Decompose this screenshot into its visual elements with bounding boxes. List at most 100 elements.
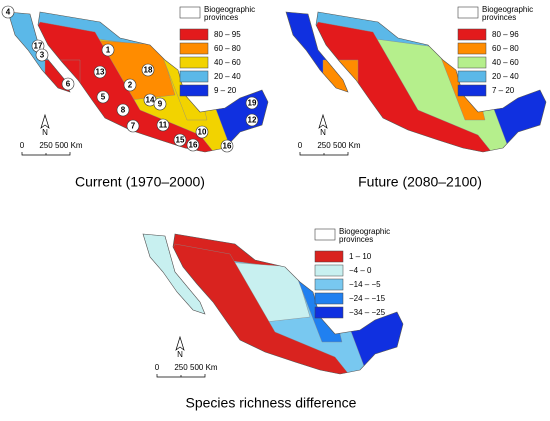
scale-label: 0 bbox=[155, 363, 160, 372]
province-marker bbox=[141, 63, 155, 77]
north-arrow bbox=[175, 335, 185, 351]
legend-label: 80 – 95 bbox=[214, 30, 241, 39]
region bbox=[322, 59, 359, 101]
province-label: 8 bbox=[121, 106, 126, 115]
province-marker bbox=[245, 96, 259, 110]
scale-label: 250 bbox=[174, 363, 188, 372]
province-marker bbox=[101, 43, 115, 57]
scale-label: 0 bbox=[20, 141, 25, 150]
legend-swatch bbox=[179, 84, 209, 97]
province-label: 13 bbox=[96, 68, 105, 77]
north-label: N bbox=[177, 350, 183, 359]
province-marker bbox=[245, 113, 259, 127]
legend-swatch bbox=[179, 28, 209, 41]
legend-swatch bbox=[457, 28, 487, 41]
legend-label: 20 – 40 bbox=[492, 72, 519, 81]
province-marker bbox=[220, 139, 234, 153]
scale-label: 500 Km bbox=[190, 363, 218, 372]
province-label: 15 bbox=[176, 136, 185, 145]
caption: Species richness difference bbox=[186, 395, 357, 411]
legend-title-box bbox=[457, 6, 479, 19]
province-label: 18 bbox=[144, 66, 153, 75]
legend-label: −4 – 0 bbox=[349, 266, 372, 275]
province-label: 17 bbox=[34, 42, 43, 51]
province-label: 2 bbox=[128, 81, 133, 90]
province-label: 5 bbox=[101, 93, 106, 102]
scale-bar bbox=[21, 152, 71, 156]
outline bbox=[142, 233, 404, 375]
scale-bar bbox=[299, 152, 349, 156]
province-marker bbox=[173, 133, 187, 147]
north-label: N bbox=[42, 128, 48, 137]
legend-title: provinces bbox=[339, 235, 373, 244]
legend-swatch bbox=[179, 56, 209, 69]
legend-label: 60 – 80 bbox=[492, 44, 519, 53]
legend-label: −34 – −25 bbox=[349, 308, 386, 317]
province-marker bbox=[126, 119, 140, 133]
legend-label: 20 – 40 bbox=[214, 72, 241, 81]
province-label: 9 bbox=[158, 100, 163, 109]
province-label: 1 bbox=[106, 46, 111, 55]
legend-label: 40 – 60 bbox=[492, 58, 519, 67]
legend-swatch bbox=[314, 278, 344, 291]
legend-label: −14 – −5 bbox=[349, 280, 381, 289]
province-marker bbox=[96, 90, 110, 104]
province-marker bbox=[35, 48, 49, 62]
scale-label: 500 Km bbox=[55, 141, 83, 150]
province-label: 4 bbox=[6, 8, 11, 17]
legend-label: 80 – 96 bbox=[492, 30, 519, 39]
province-label: 3 bbox=[40, 51, 45, 60]
legend-title: Biogeographic bbox=[482, 5, 533, 14]
legend-swatch bbox=[179, 42, 209, 55]
legend-swatch bbox=[179, 70, 209, 83]
province-label: 7 bbox=[131, 122, 136, 131]
legend-label: 60 – 80 bbox=[214, 44, 241, 53]
province-marker bbox=[186, 138, 200, 152]
legend-swatch bbox=[314, 306, 344, 319]
legend-label: 9 – 20 bbox=[214, 86, 237, 95]
province-marker bbox=[156, 118, 170, 132]
legend-title-box bbox=[314, 228, 336, 241]
north-arrow bbox=[40, 113, 50, 129]
province-marker bbox=[123, 78, 137, 92]
legend-swatch bbox=[314, 250, 344, 263]
province-marker bbox=[61, 77, 75, 91]
legend-title: Biogeographic bbox=[339, 227, 390, 236]
legend-swatch bbox=[457, 84, 487, 97]
scale-label: 250 bbox=[317, 141, 331, 150]
province-label: 10 bbox=[198, 128, 207, 137]
province-marker bbox=[1, 5, 15, 19]
legend-title: Biogeographic bbox=[204, 5, 255, 14]
province-label: 12 bbox=[248, 116, 257, 125]
scale-label: 0 bbox=[298, 141, 303, 150]
legend-label: 1 – 10 bbox=[349, 252, 372, 261]
legend-title-box bbox=[179, 6, 201, 19]
province-marker bbox=[116, 103, 130, 117]
scale-label: 500 Km bbox=[333, 141, 361, 150]
legend-swatch bbox=[457, 56, 487, 69]
legend-title: provinces bbox=[204, 13, 238, 22]
legend-swatch bbox=[457, 70, 487, 83]
outline bbox=[285, 11, 547, 153]
province-marker bbox=[195, 125, 209, 139]
outline bbox=[7, 11, 269, 153]
legend-swatch bbox=[457, 42, 487, 55]
legend-title: provinces bbox=[482, 13, 516, 22]
legend-label: 40 – 60 bbox=[214, 58, 241, 67]
legend-swatch bbox=[314, 292, 344, 305]
province-label: 11 bbox=[159, 121, 168, 130]
region bbox=[44, 59, 81, 101]
province-label: 16 bbox=[189, 141, 198, 150]
caption: Future (2080–2100) bbox=[358, 174, 482, 190]
scale-bar bbox=[156, 374, 206, 378]
legend-label: 7 – 20 bbox=[492, 86, 515, 95]
north-arrow bbox=[318, 113, 328, 129]
province-marker bbox=[153, 97, 167, 111]
caption: Current (1970–2000) bbox=[75, 174, 205, 190]
legend-swatch bbox=[314, 264, 344, 277]
province-label: 16 bbox=[223, 142, 232, 151]
